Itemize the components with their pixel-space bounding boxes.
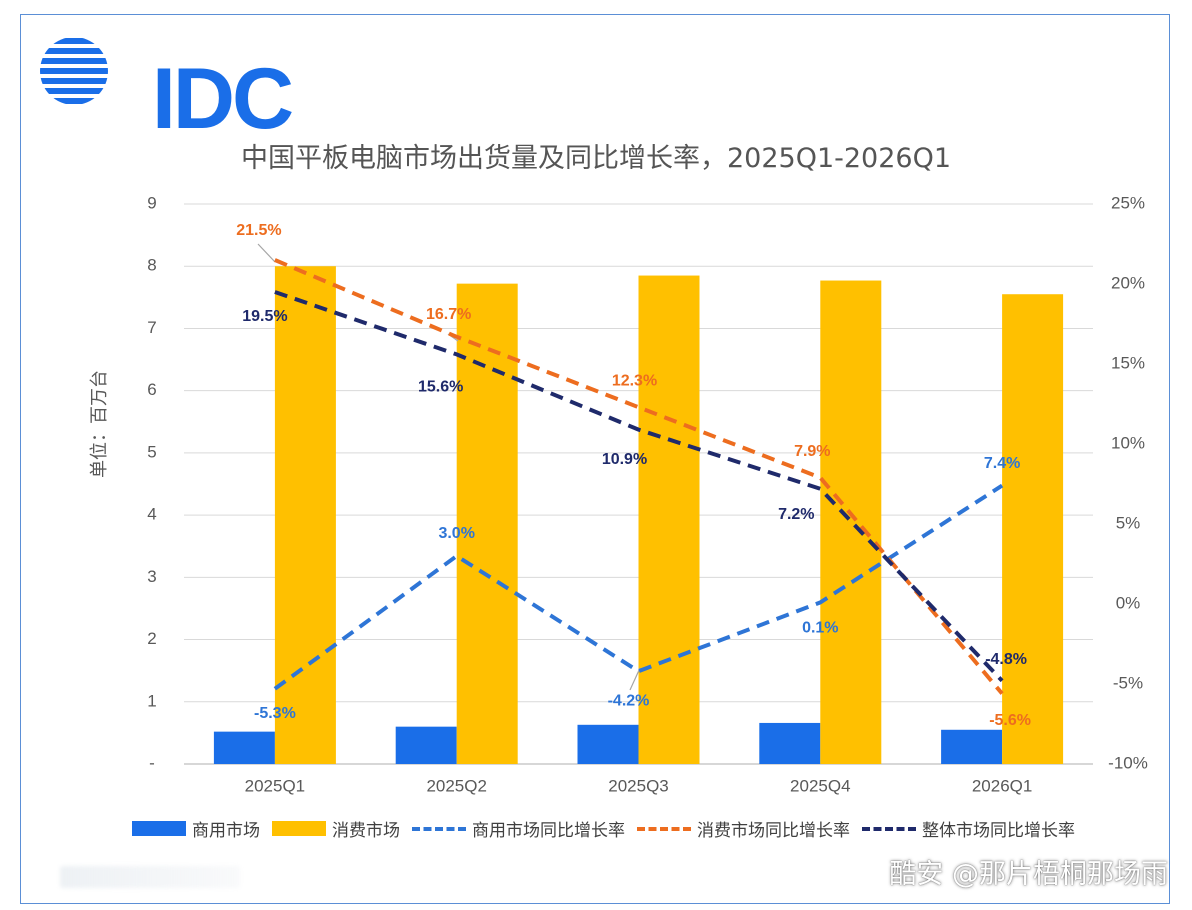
- x-tick-label: 2025Q3: [608, 776, 669, 795]
- legend-label: 整体市场同比增长率: [922, 821, 1075, 841]
- bar-commercial: [759, 722, 821, 764]
- label-leader-line: [629, 667, 641, 691]
- y2-tick-label: 20%: [1111, 273, 1145, 292]
- y-tick-label: 3: [147, 567, 156, 586]
- y-tick-label: 6: [147, 380, 156, 399]
- overall-growth-label: 10.9%: [602, 451, 647, 468]
- y-tick-label: 5: [147, 442, 156, 461]
- legend-item: 整体市场同比增长率: [862, 816, 1075, 841]
- consumer-growth-label: 16.7%: [426, 306, 471, 323]
- bar-commercial: [395, 726, 457, 764]
- commercial-growth-label: 0.1%: [802, 620, 838, 637]
- legend-label: 商用市场: [192, 821, 260, 841]
- bar-commercial: [577, 724, 639, 764]
- y2-tick-label: 5%: [1116, 513, 1141, 532]
- y2-tick-label: 15%: [1111, 353, 1145, 372]
- chart-title: 中国平板电脑市场出货量及同比增长率，2025Q1-2026Q1: [240, 143, 952, 174]
- logo-text: IDC: [152, 51, 294, 147]
- watermark: 酷安 @那片梧桐那场雨: [889, 859, 1168, 890]
- legend-label: 消费市场同比增长率: [697, 821, 850, 841]
- commercial-growth-label: 7.4%: [984, 455, 1020, 472]
- x-tick-label: 2025Q2: [426, 776, 487, 795]
- legend-label: 消费市场: [332, 821, 400, 841]
- bar-consumer: [820, 280, 882, 764]
- legend-swatch-box: [272, 821, 326, 836]
- chart-frame: [20, 14, 1170, 904]
- bar-commercial: [941, 729, 1003, 764]
- overall-growth-label: 7.2%: [778, 506, 814, 523]
- blurred-caption: [60, 866, 240, 888]
- consumer-growth-line: [274, 258, 1004, 695]
- y2-tick-label: 25%: [1111, 193, 1145, 212]
- commercial-growth-label: -4.2%: [608, 692, 650, 709]
- legend-item: 消费市场同比增长率: [637, 816, 850, 841]
- legend-item: 消费市场: [272, 816, 400, 841]
- overall-growth-label: 15.6%: [418, 379, 463, 396]
- x-tick-label: 2026Q1: [972, 776, 1033, 795]
- y2-tick-label: -10%: [1108, 753, 1148, 772]
- legend-swatch-line: [412, 826, 466, 831]
- bar-consumer: [456, 283, 518, 764]
- y2-tick-label: -5%: [1113, 673, 1143, 692]
- x-tick-label: 2025Q1: [245, 776, 306, 795]
- idc-globe-icon: [40, 38, 108, 104]
- legend-item: 商用市场同比增长率: [412, 816, 625, 841]
- y-tick-label: 7: [147, 318, 156, 337]
- legend-swatch-box: [132, 821, 186, 836]
- overall-growth-label: -4.8%: [985, 651, 1027, 668]
- bar-consumer: [638, 275, 700, 764]
- y2-tick-label: 0%: [1116, 593, 1141, 612]
- commercial-growth-label: -5.3%: [254, 705, 296, 722]
- commercial-growth-line: [273, 483, 1004, 691]
- y-tick-label: -: [149, 753, 155, 772]
- x-tick-label: 2025Q4: [790, 776, 851, 795]
- consumer-growth-label: 12.3%: [612, 372, 657, 389]
- y-tick-label: 9: [147, 193, 156, 212]
- legend-swatch-line: [637, 826, 691, 831]
- y-tick-label: 8: [147, 256, 156, 275]
- consumer-growth-label: -5.6%: [989, 712, 1031, 729]
- y-tick-label: 4: [147, 505, 156, 524]
- consumer-growth-label: 7.9%: [794, 443, 830, 460]
- idc-logo: IDC: [36, 34, 294, 142]
- y-tick-label: 1: [147, 691, 156, 710]
- y2-tick-label: 10%: [1111, 433, 1145, 452]
- consumer-growth-label: 21.5%: [236, 222, 281, 239]
- legend-label: 商用市场同比增长率: [472, 821, 625, 841]
- legend-swatch-line: [862, 826, 916, 831]
- label-leader-line: [257, 243, 276, 263]
- overall-growth-label: 19.5%: [242, 308, 287, 325]
- overall-growth-line: [274, 290, 1004, 683]
- y-tick-label: 2: [147, 629, 156, 648]
- bar-consumer: [274, 266, 336, 764]
- chart-legend: 商用市场 消费市场 商用市场同比增长率 消费市场同比增长率 整体市场同比增长率: [132, 816, 1079, 841]
- bar-commercial: [213, 731, 275, 764]
- legend-item: 商用市场: [132, 816, 260, 841]
- commercial-growth-label: 3.0%: [438, 525, 474, 542]
- bar-consumer: [1002, 294, 1064, 764]
